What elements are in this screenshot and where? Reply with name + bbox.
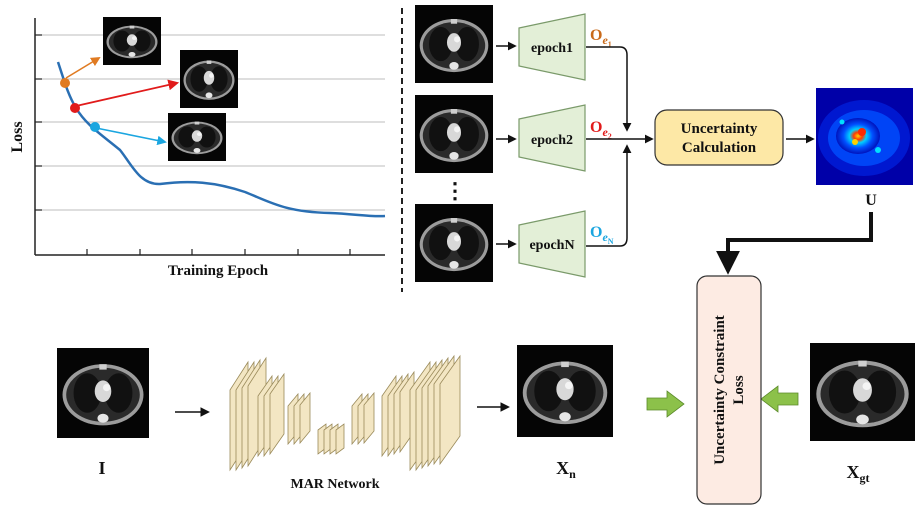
output-epoch1: Oe1 xyxy=(590,27,612,49)
green-arrow-left xyxy=(760,385,799,413)
arrow-u-to-constraint xyxy=(716,212,873,275)
orange-arrow xyxy=(65,57,101,79)
decoder-block-1 xyxy=(409,354,461,472)
epochN-label: epochN xyxy=(529,238,574,253)
green-arrow-right xyxy=(646,390,685,418)
epoch2-ct-input xyxy=(415,95,493,173)
plot-y-label: Loss xyxy=(9,121,26,152)
epoch2-label: epoch2 xyxy=(531,133,573,148)
bottleneck-block xyxy=(317,423,345,455)
epoch1-marker xyxy=(60,78,70,88)
epoch2-marker xyxy=(70,103,80,113)
uncertainty-constraint-loss-box: Uncertainty Constraint Loss xyxy=(696,275,762,505)
decoder-block-3 xyxy=(351,391,375,446)
constraint-line2: Loss xyxy=(731,375,747,404)
input-label: I xyxy=(98,458,105,478)
uncertainty-line2: Calculation xyxy=(682,140,757,156)
merge-line-epochN xyxy=(586,144,632,247)
epochN-model xyxy=(518,210,586,278)
input-ct-image xyxy=(57,348,149,438)
epoch1-label: epoch1 xyxy=(531,41,573,56)
epoch1-ct-input xyxy=(415,5,493,83)
plot-y-ticks xyxy=(35,34,42,211)
epochN-ct-input xyxy=(415,204,493,282)
epoch1-model xyxy=(518,13,586,81)
network-label: MAR Network xyxy=(290,477,379,492)
gt-ct-image xyxy=(810,343,915,441)
encoder-block-3 xyxy=(287,391,311,446)
epoch-ensemble: ⋮ epoch1 epoch2 epochN Oe1 Oe2 OeN xyxy=(415,5,654,282)
uncertainty-calculation-box: Uncertainty Calculation xyxy=(654,109,784,166)
epoch2-model xyxy=(518,104,586,172)
plot-ct-thumbnail-3 xyxy=(168,113,226,161)
blue-arrow xyxy=(95,127,167,146)
output-epochN: OeN xyxy=(590,224,614,246)
epochN-marker xyxy=(90,122,100,132)
merge-line-epoch1 xyxy=(586,46,632,132)
decoder-block-2 xyxy=(381,370,415,458)
plot-x-label: Training Epoch xyxy=(168,263,269,279)
plot-ct-thumbnail-2 xyxy=(180,50,238,108)
ellipsis: ⋮ xyxy=(444,178,466,203)
red-arrow xyxy=(75,79,180,107)
output-label: Xn xyxy=(556,458,576,481)
output-ct-image xyxy=(517,345,613,437)
mar-network xyxy=(229,354,461,472)
plot-x-ticks xyxy=(86,249,351,255)
uncertainty-line1: Uncertainty xyxy=(681,121,758,137)
gt-label: Xgt xyxy=(847,462,870,485)
plot-ct-thumbnail-1 xyxy=(103,17,161,65)
uncertainty-map xyxy=(816,88,913,185)
constraint-line1: Uncertainty Constraint xyxy=(712,315,728,465)
encoder-block-1 xyxy=(229,356,267,472)
encoder-block-2 xyxy=(257,372,285,458)
output-epoch2: Oe2 xyxy=(590,119,612,141)
loss-plot: Loss Training Epoch xyxy=(9,17,386,279)
uncertainty-map-label: U xyxy=(865,192,877,209)
